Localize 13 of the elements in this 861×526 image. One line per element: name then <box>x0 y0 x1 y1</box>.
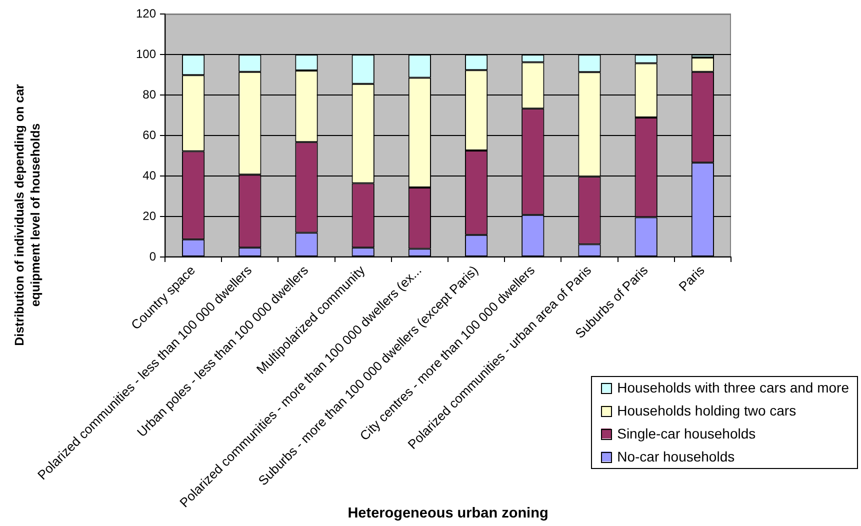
legend-label: No-car households <box>617 448 735 464</box>
y-tick-label: 0 <box>149 249 156 264</box>
y-tick-label: 60 <box>142 128 156 142</box>
y-tick-label: 20 <box>142 208 156 223</box>
y-tick-label: 120 <box>136 6 156 20</box>
legend-label: Single-car households <box>617 425 756 442</box>
legend-label: Households with three cars and more <box>617 379 850 396</box>
y-tick-label: 40 <box>142 168 156 182</box>
legend-label: Households holding two cars <box>617 402 796 418</box>
x-axis-title: Heterogeneous urban zoning <box>348 505 548 522</box>
y-axis-title: Distribution of individuals depending on car equipment level of households <box>12 84 42 346</box>
y-tick-label: 80 <box>142 87 156 102</box>
y-tick-label: 100 <box>136 46 156 61</box>
